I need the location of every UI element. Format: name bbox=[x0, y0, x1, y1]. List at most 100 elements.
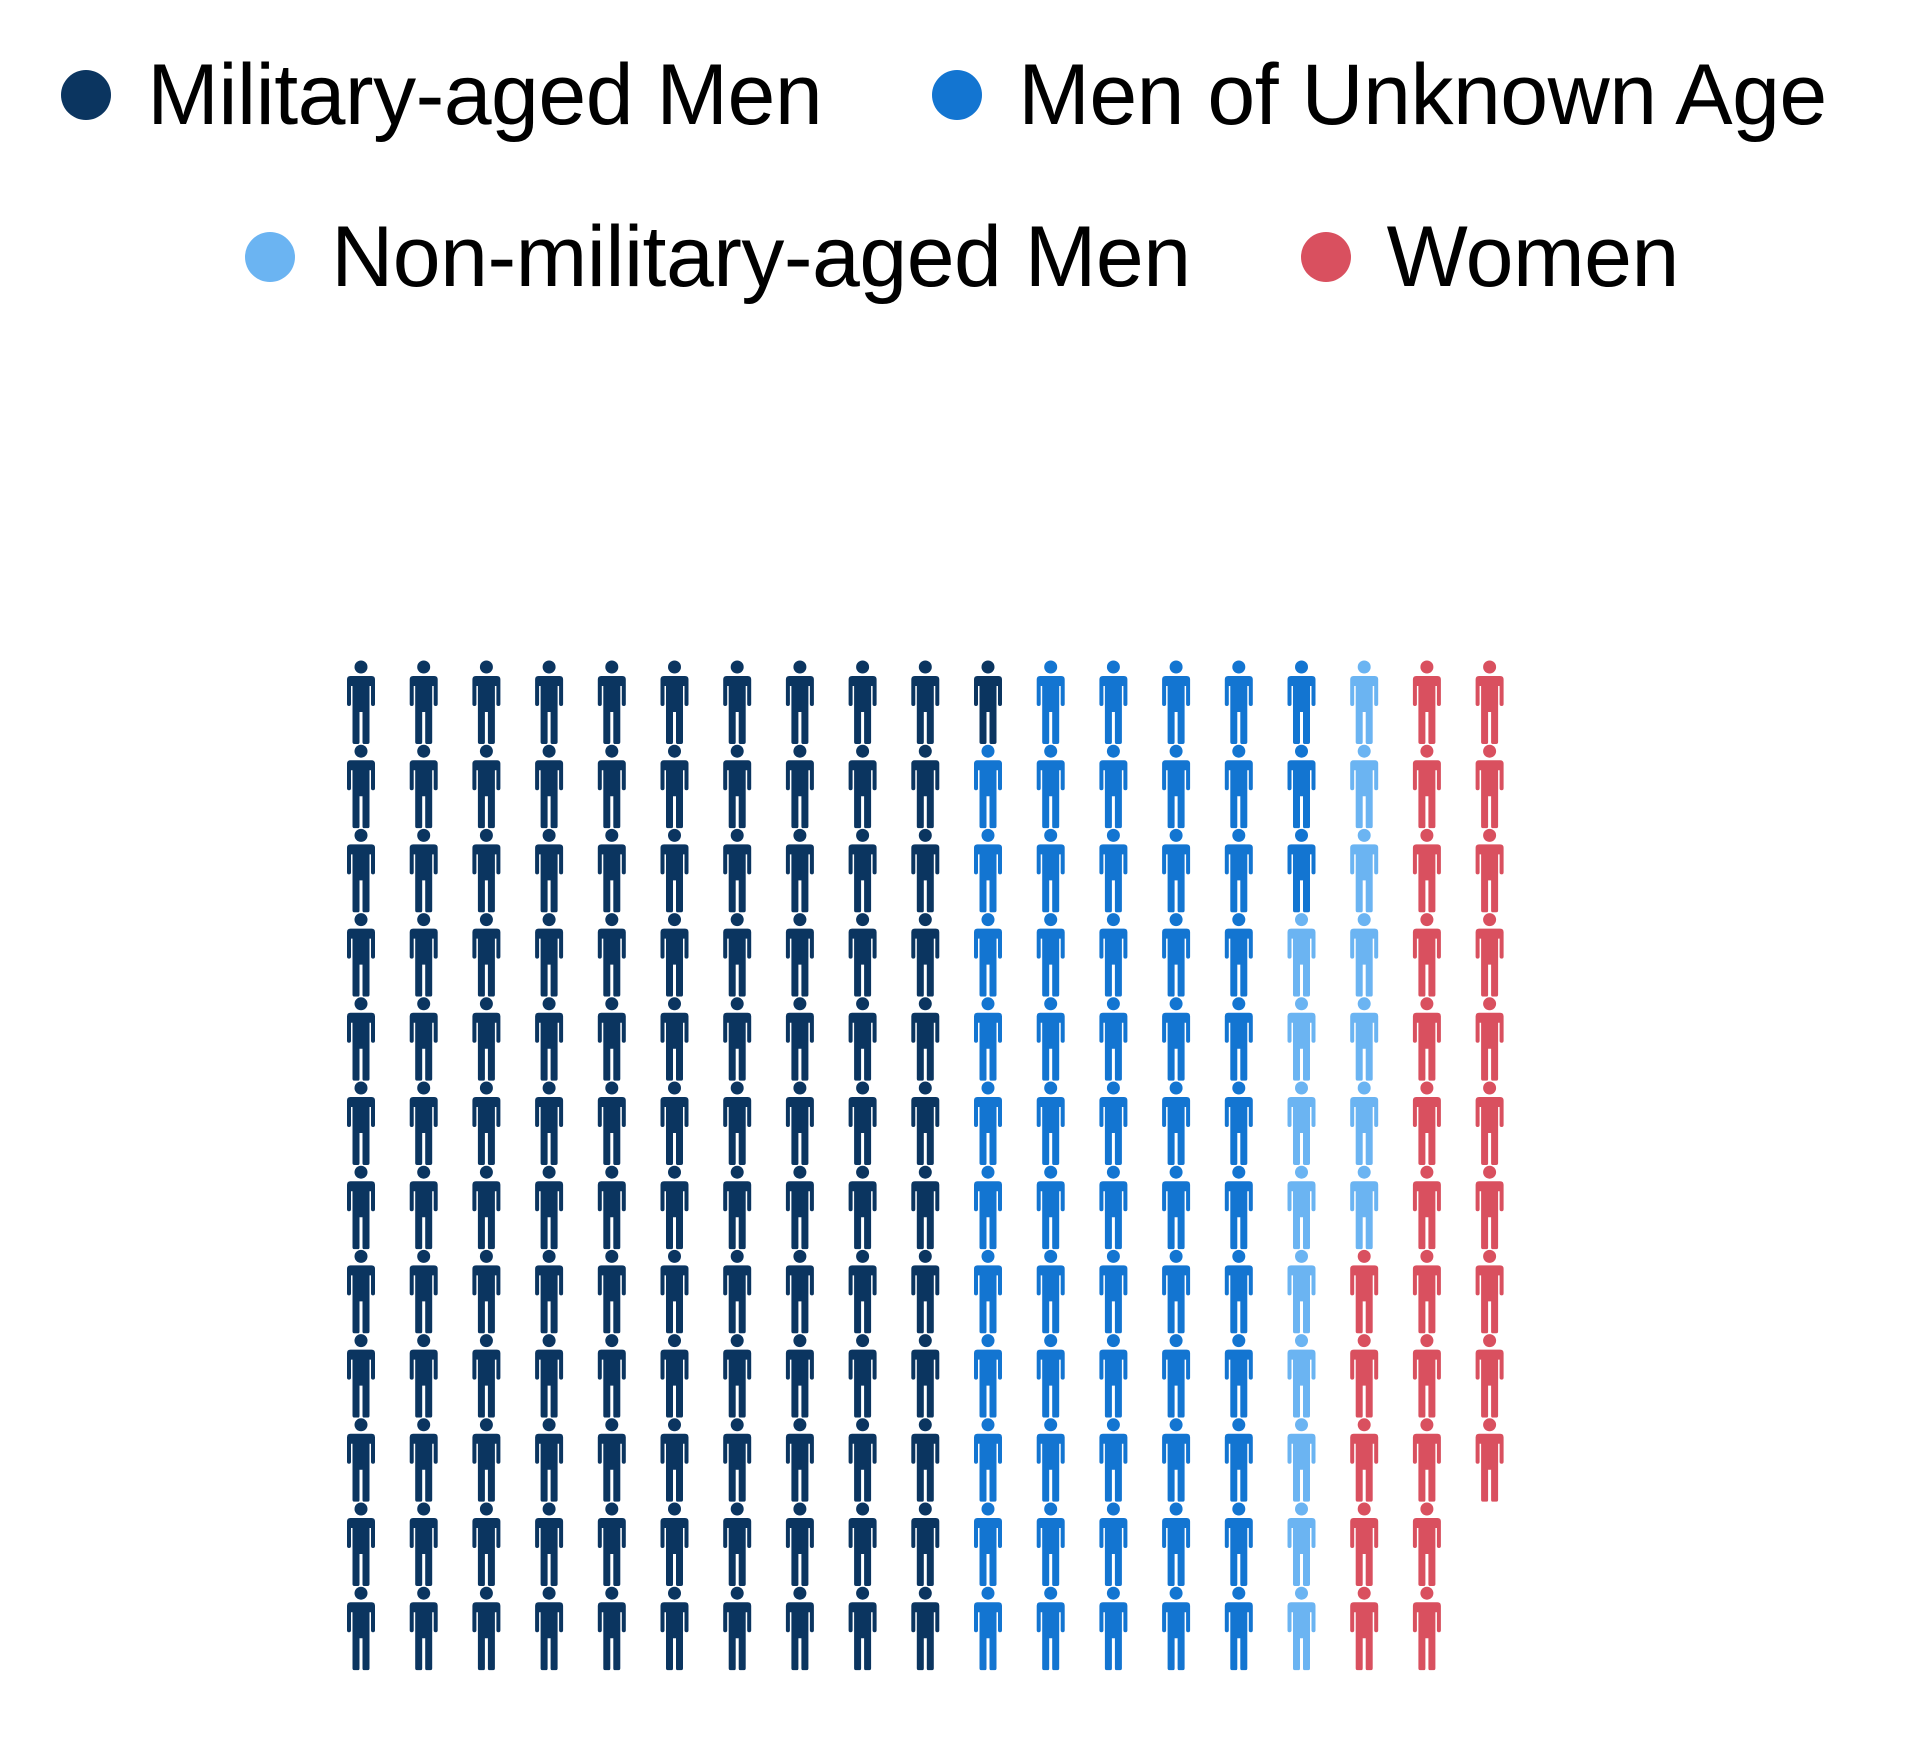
person-icon-men-of-unknown-age bbox=[1036, 1502, 1065, 1586]
person-icon-men-of-unknown-age bbox=[1162, 1334, 1191, 1418]
person-icon-women bbox=[1475, 1334, 1504, 1418]
person-icon-women bbox=[1412, 1586, 1441, 1671]
person-icon-military-aged-men bbox=[597, 1165, 626, 1250]
person-icon-men-of-unknown-age bbox=[1224, 1249, 1253, 1334]
person-icon-men-of-unknown-age bbox=[1224, 828, 1253, 913]
person-icon-military-aged-men bbox=[911, 1418, 940, 1502]
person-icon-men-of-unknown-age bbox=[1036, 828, 1065, 913]
person-icon-military-aged-men bbox=[723, 828, 752, 913]
person-icon-men-of-unknown-age bbox=[1162, 1418, 1191, 1502]
person-icon-military-aged-men bbox=[785, 660, 814, 744]
person-icon-women bbox=[1475, 744, 1504, 829]
person-icon-women bbox=[1412, 913, 1441, 997]
person-icon-military-aged-men bbox=[660, 828, 689, 913]
person-icon-military-aged-men bbox=[597, 660, 626, 744]
person-icon-women bbox=[1475, 997, 1504, 1081]
person-icon-men-of-unknown-age bbox=[974, 1502, 1002, 1586]
person-icon-military-aged-men bbox=[848, 1586, 877, 1671]
person-icon-military-aged-men bbox=[911, 828, 940, 913]
person-icon-men-of-unknown-age bbox=[1162, 828, 1191, 913]
person-icon-military-aged-men bbox=[347, 744, 375, 829]
person-icon-men-of-unknown-age bbox=[974, 1334, 1002, 1418]
person-icon-women bbox=[1412, 1165, 1441, 1250]
person-icon-military-aged-men bbox=[848, 1165, 877, 1250]
legend-label-women: Women bbox=[1386, 209, 1680, 305]
person-icon-military-aged-men bbox=[472, 997, 501, 1081]
person-icon-men-of-unknown-age bbox=[1036, 1418, 1065, 1502]
person-icon-non-military-aged-men bbox=[1350, 913, 1379, 997]
legend-item-non-military-aged-men: Non-military-aged Men bbox=[245, 209, 1191, 305]
person-icon-men-of-unknown-age bbox=[1287, 660, 1316, 744]
person-icon-military-aged-men bbox=[347, 913, 375, 997]
person-icon-military-aged-men bbox=[785, 1165, 814, 1250]
person-icon-military-aged-men bbox=[535, 1502, 564, 1586]
person-icon-men-of-unknown-age bbox=[1162, 1502, 1191, 1586]
person-icon-men-of-unknown-age bbox=[1099, 744, 1128, 829]
person-icon-military-aged-men bbox=[535, 1165, 564, 1250]
person-icon-military-aged-men bbox=[409, 828, 438, 913]
person-icon-military-aged-men bbox=[660, 1081, 689, 1165]
person-icon-military-aged-men bbox=[409, 1165, 438, 1250]
person-icon-women bbox=[1412, 1081, 1441, 1165]
legend-label-non-military-aged-men: Non-military-aged Men bbox=[331, 209, 1191, 305]
person-icon-military-aged-men bbox=[409, 913, 438, 997]
person-icon-military-aged-men bbox=[660, 744, 689, 829]
person-icon-men-of-unknown-age bbox=[1036, 1081, 1065, 1165]
person-icon-military-aged-men bbox=[347, 1334, 375, 1418]
person-icon-men-of-unknown-age bbox=[1224, 997, 1253, 1081]
person-icon-military-aged-men bbox=[785, 1334, 814, 1418]
person-icon-military-aged-men bbox=[472, 913, 501, 997]
person-icon-men-of-unknown-age bbox=[1224, 1334, 1253, 1418]
person-icon-men-of-unknown-age bbox=[1099, 1249, 1128, 1334]
person-icon-non-military-aged-men bbox=[1287, 1502, 1316, 1586]
person-icon-military-aged-men bbox=[723, 1502, 752, 1586]
person-icon-women bbox=[1412, 1502, 1441, 1586]
person-icon-non-military-aged-men bbox=[1287, 1334, 1316, 1418]
person-icon-non-military-aged-men bbox=[1350, 744, 1379, 829]
person-icon-men-of-unknown-age bbox=[1099, 913, 1128, 997]
person-icon-military-aged-men bbox=[347, 1586, 375, 1671]
legend-label-men-of-unknown-age: Men of Unknown Age bbox=[1018, 47, 1827, 143]
person-icon-military-aged-men bbox=[785, 828, 814, 913]
person-icon-men-of-unknown-age bbox=[974, 1249, 1002, 1334]
person-icon-women bbox=[1350, 1418, 1379, 1502]
person-icon-women bbox=[1350, 1334, 1379, 1418]
person-icon-military-aged-men bbox=[597, 1586, 626, 1671]
person-icon-men-of-unknown-age bbox=[1036, 1586, 1065, 1671]
person-icon-military-aged-men bbox=[597, 1502, 626, 1586]
person-icon-men-of-unknown-age bbox=[974, 828, 1002, 913]
person-icon-non-military-aged-men bbox=[1350, 1081, 1379, 1165]
person-icon-military-aged-men bbox=[409, 744, 438, 829]
person-icon-men-of-unknown-age bbox=[1036, 1249, 1065, 1334]
legend-row-2: Non-military-aged Men Women bbox=[2, 212, 1920, 302]
person-icon-military-aged-men bbox=[347, 997, 375, 1081]
person-icon-military-aged-men bbox=[785, 913, 814, 997]
person-icon-military-aged-men bbox=[911, 1081, 940, 1165]
person-icon-military-aged-men bbox=[848, 1334, 877, 1418]
person-icon-men-of-unknown-age bbox=[1224, 913, 1253, 997]
person-icon-women bbox=[1475, 1081, 1504, 1165]
person-icon-women bbox=[1412, 1249, 1441, 1334]
person-icon-men-of-unknown-age bbox=[1224, 1081, 1253, 1165]
person-icon-men-of-unknown-age bbox=[1224, 660, 1253, 744]
person-icon-military-aged-men bbox=[347, 1418, 375, 1502]
person-icon-military-aged-men bbox=[723, 913, 752, 997]
person-icon-non-military-aged-men bbox=[1350, 660, 1379, 744]
person-icon-women bbox=[1350, 1502, 1379, 1586]
person-icon-military-aged-men bbox=[911, 1502, 940, 1586]
person-icon-military-aged-men bbox=[848, 997, 877, 1081]
person-icon-military-aged-men bbox=[597, 744, 626, 829]
person-icon-military-aged-men bbox=[535, 828, 564, 913]
person-icon-women bbox=[1412, 1334, 1441, 1418]
person-icon-military-aged-men bbox=[347, 1165, 375, 1250]
person-icon-military-aged-men bbox=[911, 1586, 940, 1671]
legend-swatch-women bbox=[1300, 232, 1351, 282]
person-icon-men-of-unknown-age bbox=[974, 1081, 1002, 1165]
person-icon-men-of-unknown-age bbox=[1099, 1418, 1128, 1502]
person-icon-military-aged-men bbox=[848, 913, 877, 997]
person-icon-men-of-unknown-age bbox=[974, 1418, 1002, 1502]
person-icon-men-of-unknown-age bbox=[1162, 1249, 1191, 1334]
person-icon-military-aged-men bbox=[597, 913, 626, 997]
person-icon-military-aged-men bbox=[535, 913, 564, 997]
person-icon-men-of-unknown-age bbox=[1162, 1586, 1191, 1671]
